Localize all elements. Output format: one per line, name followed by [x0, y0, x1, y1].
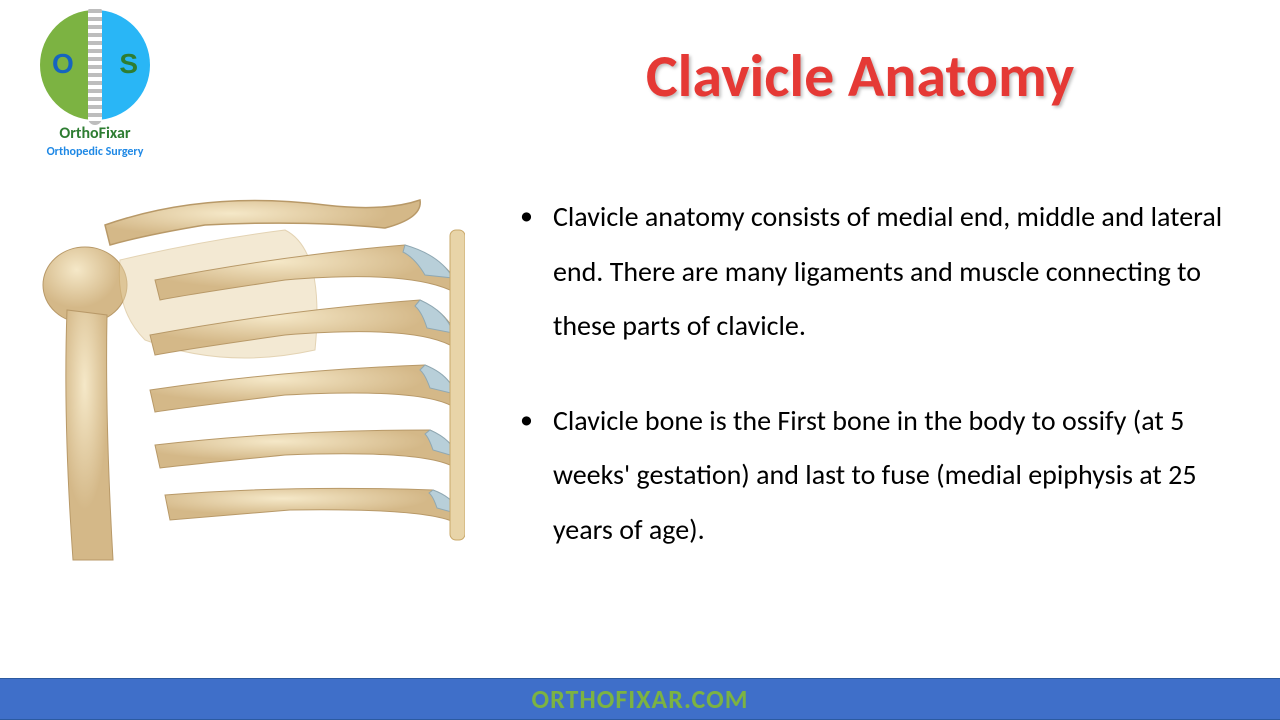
footer-url: ORTHOFIXAR.COM — [532, 683, 749, 715]
logo-letter-o: O — [52, 48, 74, 80]
shoulder-skeleton-icon — [25, 170, 465, 570]
content-area: • Clavicle anatomy consists of medial en… — [520, 190, 1250, 598]
logo-name: OrthoFixar — [25, 124, 165, 143]
logo-block: O S OrthoFixar Orthopedic Surgery — [25, 10, 165, 159]
bullet-icon: • — [520, 394, 533, 558]
anatomy-illustration — [25, 170, 465, 570]
bullet-text-2: Clavicle bone is the First bone in the b… — [553, 394, 1250, 558]
logo-subtitle: Orthopedic Surgery — [25, 145, 165, 159]
footer-bar: ORTHOFIXAR.COM — [0, 678, 1280, 720]
logo-spine-icon — [88, 5, 102, 125]
logo-circle: O S — [40, 10, 150, 120]
logo-letter-s: S — [119, 48, 138, 80]
bullet-icon: • — [520, 190, 533, 354]
list-item: • Clavicle bone is the First bone in the… — [520, 394, 1250, 558]
list-item: • Clavicle anatomy consists of medial en… — [520, 190, 1250, 354]
bullet-text-1: Clavicle anatomy consists of medial end,… — [553, 190, 1250, 354]
page-title: Clavicle Anatomy — [480, 40, 1240, 113]
